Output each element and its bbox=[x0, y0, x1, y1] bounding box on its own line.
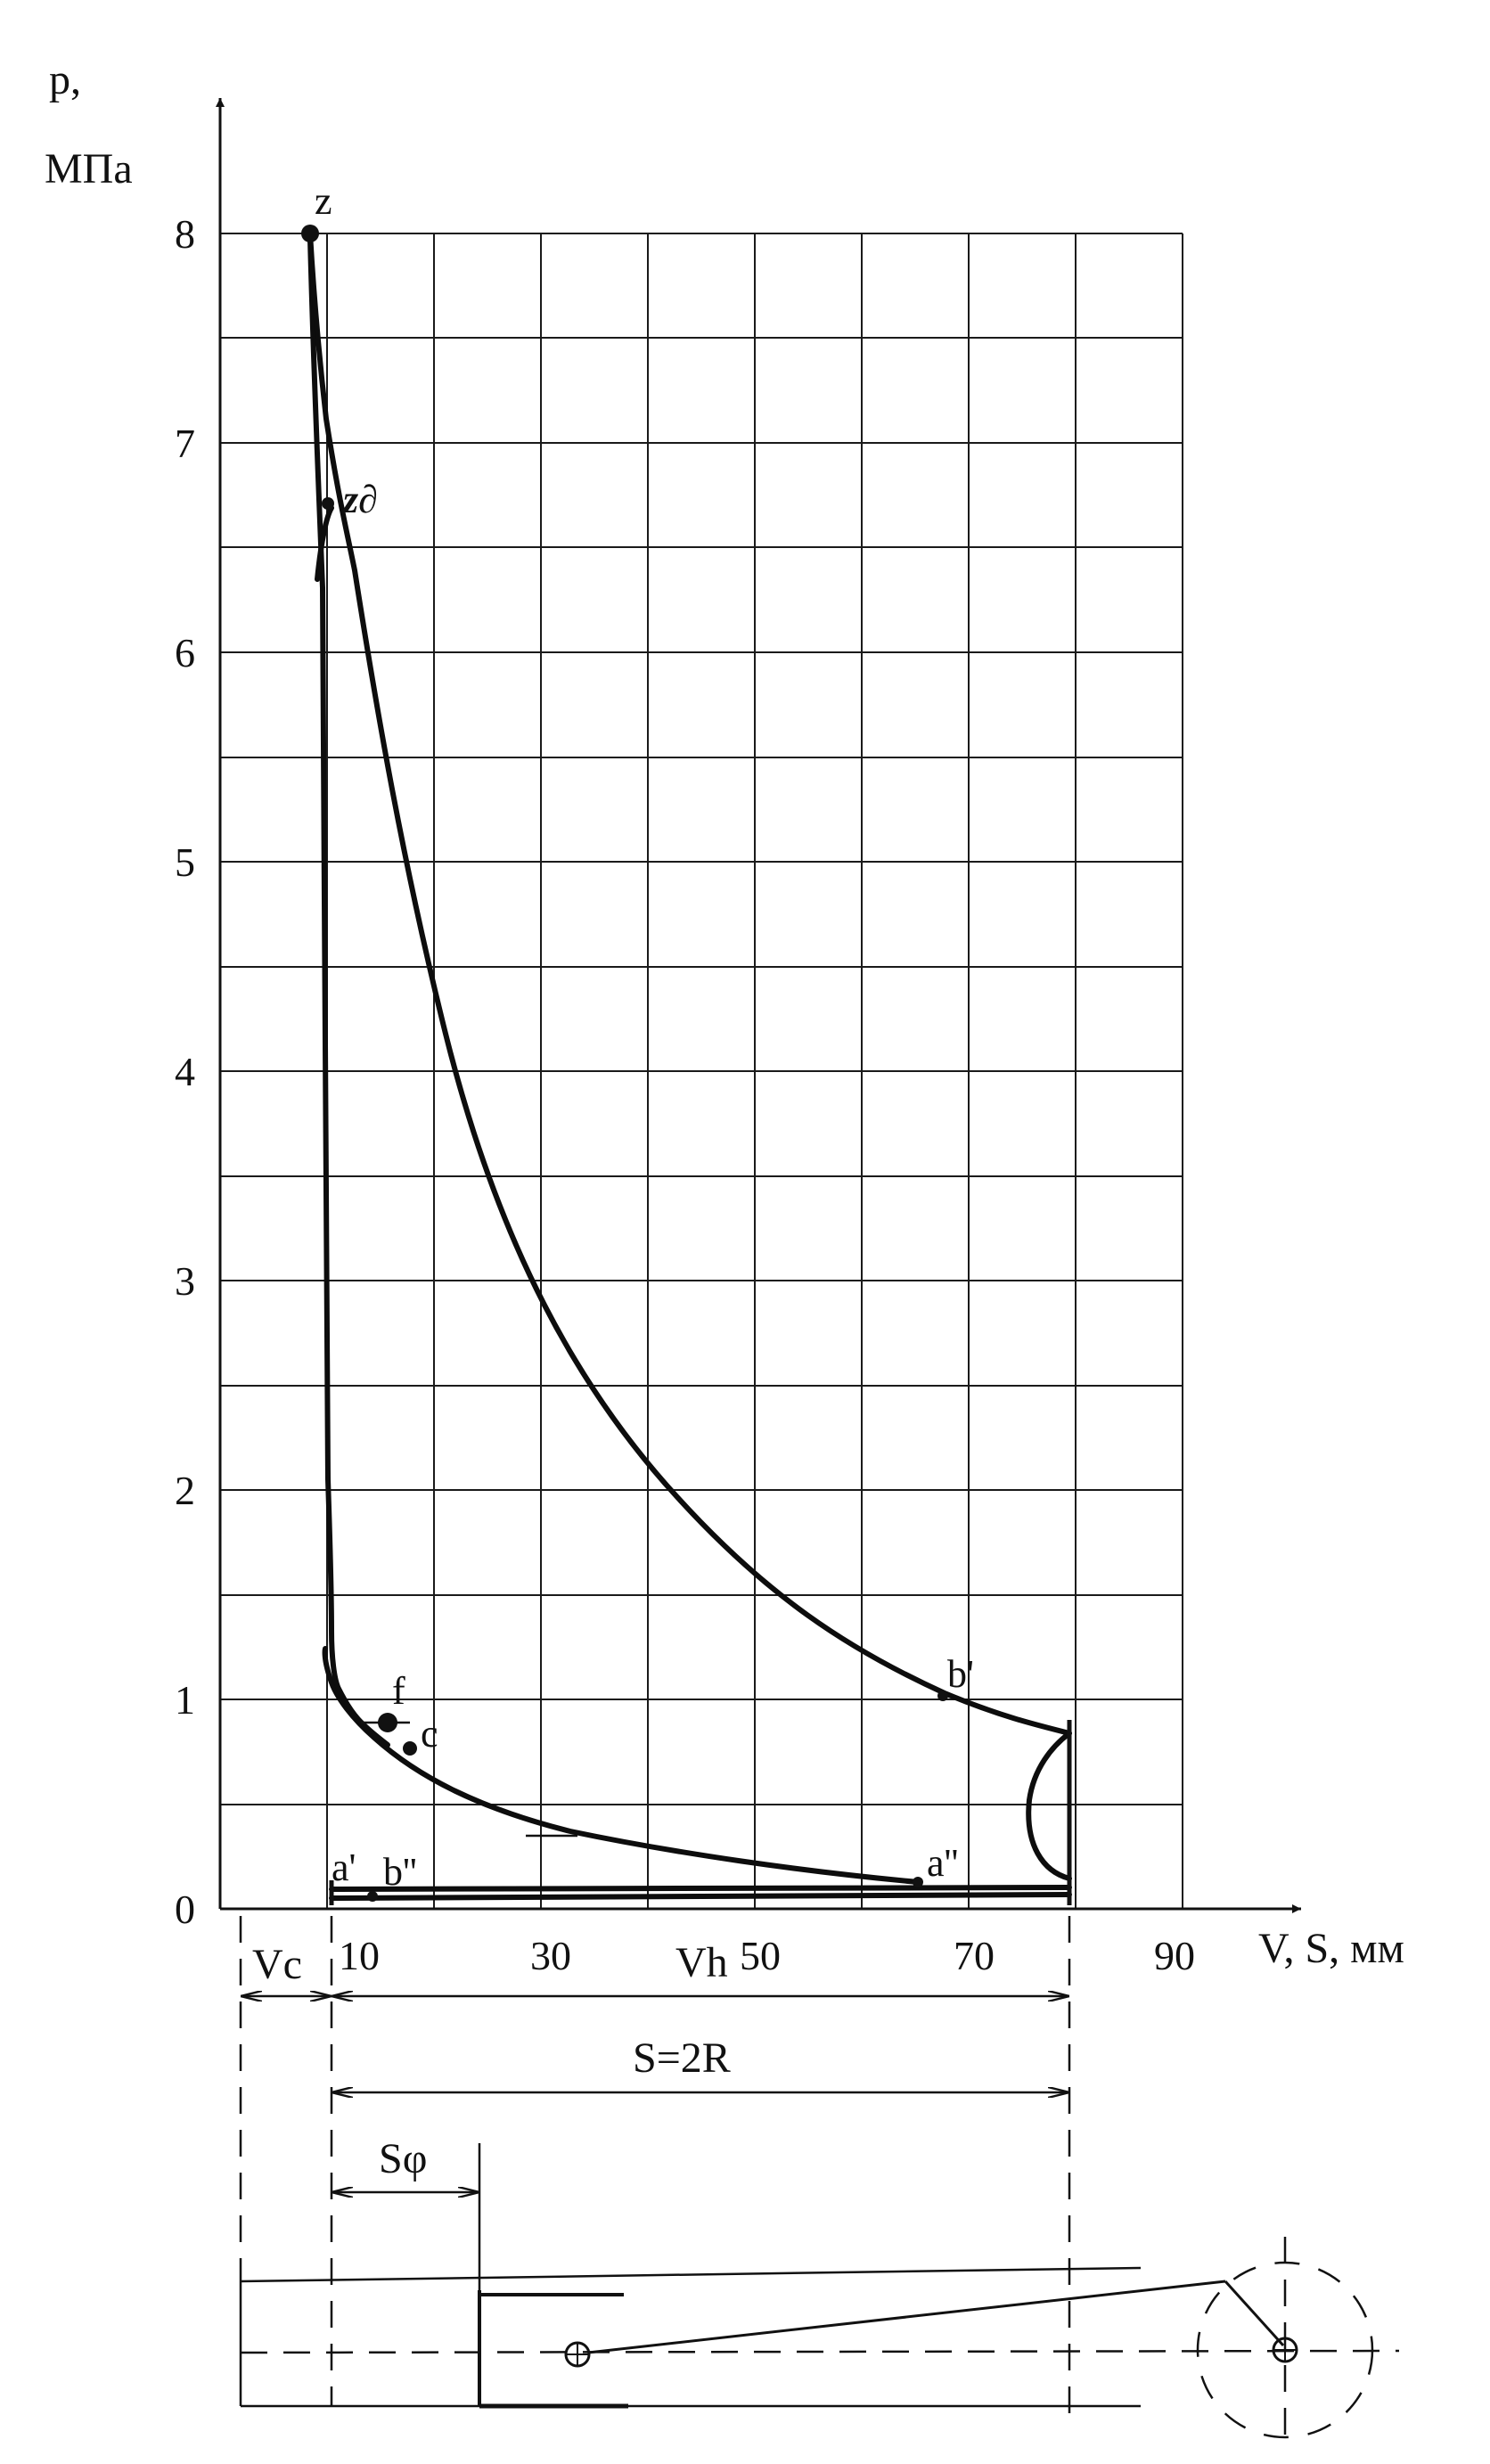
y-axis-label-line2: МПа bbox=[45, 145, 133, 192]
stroke-label: S=2R bbox=[633, 2034, 731, 2082]
point-z bbox=[301, 225, 319, 242]
y-tick-label: 8 bbox=[175, 211, 195, 257]
label-f: f bbox=[392, 1669, 405, 1713]
x-tick-label: 50 bbox=[740, 1933, 781, 1978]
cylinder-top-wall bbox=[240, 2266, 1142, 2283]
cylinder-schematic bbox=[239, 2237, 1400, 2451]
compression-curve bbox=[322, 1646, 921, 1885]
y-tick-label: 7 bbox=[175, 421, 195, 466]
y-tick-label: 6 bbox=[175, 630, 195, 675]
exhaust-loop bbox=[1026, 1731, 1072, 1881]
label-b-double: b'' bbox=[383, 1850, 417, 1894]
y-tick-label: 1 bbox=[175, 1677, 195, 1723]
label-a-double: a'' bbox=[927, 1841, 958, 1885]
y-tick-label: 4 bbox=[175, 1049, 195, 1094]
crank-arm bbox=[1224, 2280, 1285, 2347]
y-tick-label: 2 bbox=[175, 1468, 195, 1513]
label-c: c bbox=[421, 1712, 438, 1756]
vc-label: Vc bbox=[252, 1941, 302, 1988]
dimension-lines: Vc Vh S=2R Sφ bbox=[239, 1916, 1071, 2424]
point-b-prime bbox=[937, 1690, 948, 1701]
label-a-prime: a' bbox=[332, 1846, 356, 1889]
pressure-cycle bbox=[307, 231, 1072, 1905]
y-tick-label: 5 bbox=[175, 839, 195, 885]
y-axis-label-line1: p, bbox=[49, 56, 81, 103]
combustion-rise-curve bbox=[320, 585, 390, 1748]
point-a-double bbox=[913, 1877, 923, 1887]
x-tick-label: 30 bbox=[530, 1933, 571, 1978]
x-tick-label: 70 bbox=[954, 1933, 995, 1978]
vh-label: Vh bbox=[675, 1939, 728, 1986]
y-tick-label: 3 bbox=[175, 1258, 195, 1304]
y-tick-label: 0 bbox=[175, 1887, 195, 1932]
x-tick-label: 10 bbox=[339, 1933, 380, 1978]
x-axis-label: V, S, мм bbox=[1258, 1925, 1404, 1972]
label-b-prime: b' bbox=[947, 1652, 974, 1696]
label-zd: z∂ bbox=[341, 478, 378, 521]
point-c bbox=[403, 1741, 417, 1756]
s-phi-label: Sφ bbox=[379, 2135, 427, 2182]
point-zd bbox=[322, 497, 334, 510]
point-f bbox=[378, 1713, 397, 1732]
centerline bbox=[240, 2349, 1400, 2354]
exhaust-line bbox=[329, 1885, 1072, 1892]
expansion-curve bbox=[307, 231, 1072, 1736]
intake-line bbox=[329, 1892, 1072, 1901]
label-z: z bbox=[315, 179, 332, 223]
zd-spike bbox=[315, 505, 334, 582]
x-tick-label: 90 bbox=[1154, 1933, 1195, 1978]
connecting-rod bbox=[587, 2280, 1226, 2354]
point-b-double bbox=[367, 1891, 378, 1902]
